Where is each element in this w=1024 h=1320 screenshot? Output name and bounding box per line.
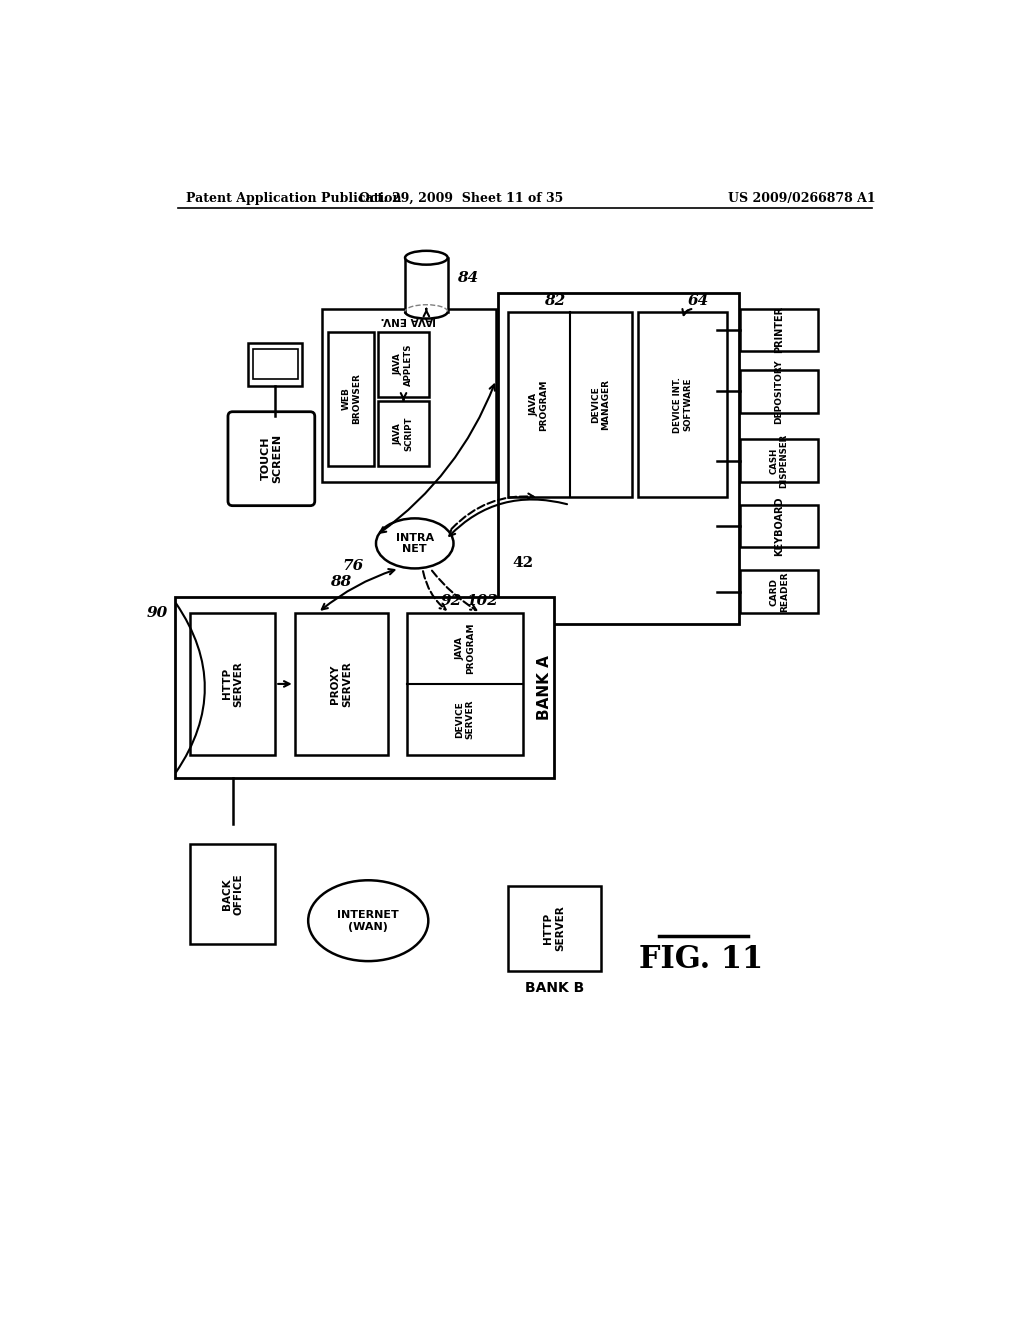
Text: JAVA ENV.: JAVA ENV. <box>381 315 437 325</box>
Text: Patent Application Publication: Patent Application Publication <box>186 191 401 205</box>
Text: 84: 84 <box>457 271 478 285</box>
Text: KEYBOARD: KEYBOARD <box>774 496 784 556</box>
Text: TOUCH
SCREEN: TOUCH SCREEN <box>260 434 283 483</box>
Bar <box>406 257 447 312</box>
Text: CASH
DISPENSER: CASH DISPENSER <box>769 433 788 488</box>
Text: HTTP
SERVER: HTTP SERVER <box>544 906 565 952</box>
Bar <box>638 313 727 498</box>
Text: JAVA
PROGRAM: JAVA PROGRAM <box>456 623 475 675</box>
Text: INTERNET
(WAN): INTERNET (WAN) <box>337 909 399 932</box>
Ellipse shape <box>308 880 428 961</box>
Bar <box>328 331 375 466</box>
Bar <box>253 350 298 379</box>
Text: DEVICE
SERVER: DEVICE SERVER <box>456 700 475 739</box>
Bar <box>717 319 738 341</box>
Bar <box>740 504 818 548</box>
Bar <box>190 843 275 944</box>
Text: HTTP
SERVER: HTTP SERVER <box>222 661 244 706</box>
Bar <box>740 370 818 412</box>
Text: DEVICE INT.
SOFTWARE: DEVICE INT. SOFTWARE <box>673 376 692 433</box>
Bar <box>740 440 818 482</box>
Text: DEVICE
MANAGER: DEVICE MANAGER <box>591 379 610 430</box>
Bar <box>174 597 554 779</box>
Text: 102: 102 <box>466 594 498 609</box>
Text: INTRA
NET: INTRA NET <box>395 532 434 554</box>
Bar <box>717 380 738 403</box>
Ellipse shape <box>406 251 447 264</box>
Bar <box>717 515 738 537</box>
Bar <box>248 343 302 385</box>
Text: US 2009/0266878 A1: US 2009/0266878 A1 <box>728 191 877 205</box>
Text: 64: 64 <box>687 294 709 308</box>
Text: WEB
BROWSER: WEB BROWSER <box>341 374 360 425</box>
Bar <box>378 401 429 466</box>
Bar <box>508 886 601 970</box>
Bar <box>717 581 738 602</box>
Text: JAVA
PROGRAM: JAVA PROGRAM <box>529 379 549 430</box>
Bar <box>740 570 818 612</box>
Bar <box>717 450 738 471</box>
Bar <box>378 331 429 397</box>
Text: 76: 76 <box>342 560 364 573</box>
Bar <box>295 612 388 755</box>
Bar <box>508 313 632 498</box>
Text: 42: 42 <box>512 556 534 570</box>
Text: FIG. 11: FIG. 11 <box>639 944 764 974</box>
Text: Oct. 29, 2009  Sheet 11 of 35: Oct. 29, 2009 Sheet 11 of 35 <box>359 191 563 205</box>
Ellipse shape <box>376 519 454 569</box>
FancyBboxPatch shape <box>228 412 314 506</box>
Text: PROXY
SERVER: PROXY SERVER <box>331 661 352 706</box>
Text: 88: 88 <box>331 576 352 589</box>
Bar <box>740 309 818 351</box>
Bar <box>407 612 523 755</box>
Text: BANK B: BANK B <box>524 981 584 995</box>
Bar <box>322 309 496 482</box>
Bar <box>499 293 738 624</box>
Text: PRINTER: PRINTER <box>774 306 784 354</box>
Bar <box>190 612 275 755</box>
Text: JAVA
SCRIPT: JAVA SCRIPT <box>394 416 414 451</box>
Text: 82: 82 <box>544 294 565 308</box>
Text: 92: 92 <box>440 594 462 609</box>
Text: JAVA
APPLETS: JAVA APPLETS <box>394 343 414 385</box>
Text: BANK A: BANK A <box>538 655 553 721</box>
Text: DEPOSITORY: DEPOSITORY <box>774 359 783 424</box>
Text: CARD
READER: CARD READER <box>769 572 788 611</box>
Text: BACK
OFFICE: BACK OFFICE <box>222 873 244 915</box>
Text: 90: 90 <box>146 606 168 619</box>
